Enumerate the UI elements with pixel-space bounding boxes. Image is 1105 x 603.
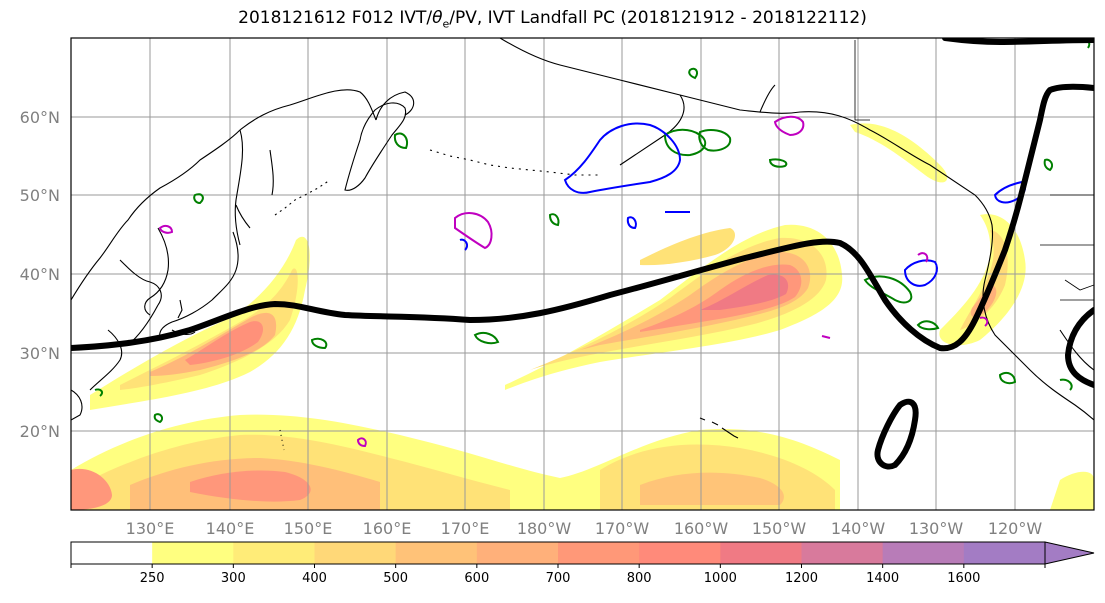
ivt-shading xyxy=(71,123,1094,510)
lon-label: 150°E xyxy=(284,519,333,538)
lon-label: 130°E xyxy=(126,519,175,538)
ivt-landfall-pc-line xyxy=(71,38,1094,470)
lon-label: 170°E xyxy=(441,519,490,538)
latitude-labels: 60°N 50°N 40°N 30°N 20°N xyxy=(20,108,60,441)
colorbar-label: 1000 xyxy=(704,571,737,586)
lat-label-50n: 50°N xyxy=(20,186,60,205)
map-frame xyxy=(70,37,1095,511)
pv-magenta-contours xyxy=(158,115,989,448)
colorbar-segment xyxy=(639,542,721,564)
colorbar-segment xyxy=(152,542,234,564)
lon-label: 180°W xyxy=(517,519,572,538)
colorbar-label: 700 xyxy=(546,571,571,586)
lon-label: 150°W xyxy=(752,519,807,538)
colorbar-label: 1200 xyxy=(785,571,818,586)
lon-label: 120°W xyxy=(988,519,1043,538)
map-layers xyxy=(71,38,1094,510)
colorbar-label: 1600 xyxy=(947,571,980,586)
lat-label-60n: 60°N xyxy=(20,108,60,127)
colorbar-segment xyxy=(71,542,153,564)
colorbar-extend-arrow xyxy=(1044,541,1095,565)
colorbar-label: 500 xyxy=(383,571,408,586)
lat-label-40n: 40°N xyxy=(20,265,60,284)
colorbar-segment xyxy=(963,542,1046,564)
colorbar-label: 1400 xyxy=(866,571,899,586)
lon-label: 130°W xyxy=(909,519,964,538)
colorbar-label: 400 xyxy=(302,571,327,586)
longitude-labels: 130°E 140°E 150°E 160°E 170°E 180°W 170°… xyxy=(126,519,1043,538)
colorbar-label: 300 xyxy=(221,571,246,586)
colorbar-segment xyxy=(476,542,559,564)
lon-label: 160°W xyxy=(674,519,729,538)
lon-label: 140°W xyxy=(831,519,886,538)
colorbar-segment xyxy=(233,542,315,564)
colorbar-segment xyxy=(395,542,478,564)
map-title: 2018121612 F012 IVT/θe/PV, IVT Landfall … xyxy=(238,8,867,31)
lat-label-30n: 30°N xyxy=(20,344,60,363)
colorbar-segment xyxy=(558,542,640,564)
lon-label: 140°E xyxy=(206,519,255,538)
lon-label: 160°E xyxy=(363,519,412,538)
colorbar-label: 250 xyxy=(140,571,165,586)
colorbar-label: 600 xyxy=(464,571,489,586)
colorbar-segment xyxy=(720,542,802,564)
colorbar-segment xyxy=(882,542,965,564)
colorbar-segment xyxy=(801,542,884,564)
theta-contours xyxy=(459,122,1027,287)
graticule xyxy=(71,38,1094,510)
colorbar-label: 800 xyxy=(627,571,652,586)
colorbar: 250 300 400 500 600 700 800 1000 1200 1400 1600 xyxy=(70,541,1095,586)
lon-label: 170°W xyxy=(595,519,650,538)
lat-label-20n: 20°N xyxy=(20,422,60,441)
colorbar-segment xyxy=(314,542,397,564)
